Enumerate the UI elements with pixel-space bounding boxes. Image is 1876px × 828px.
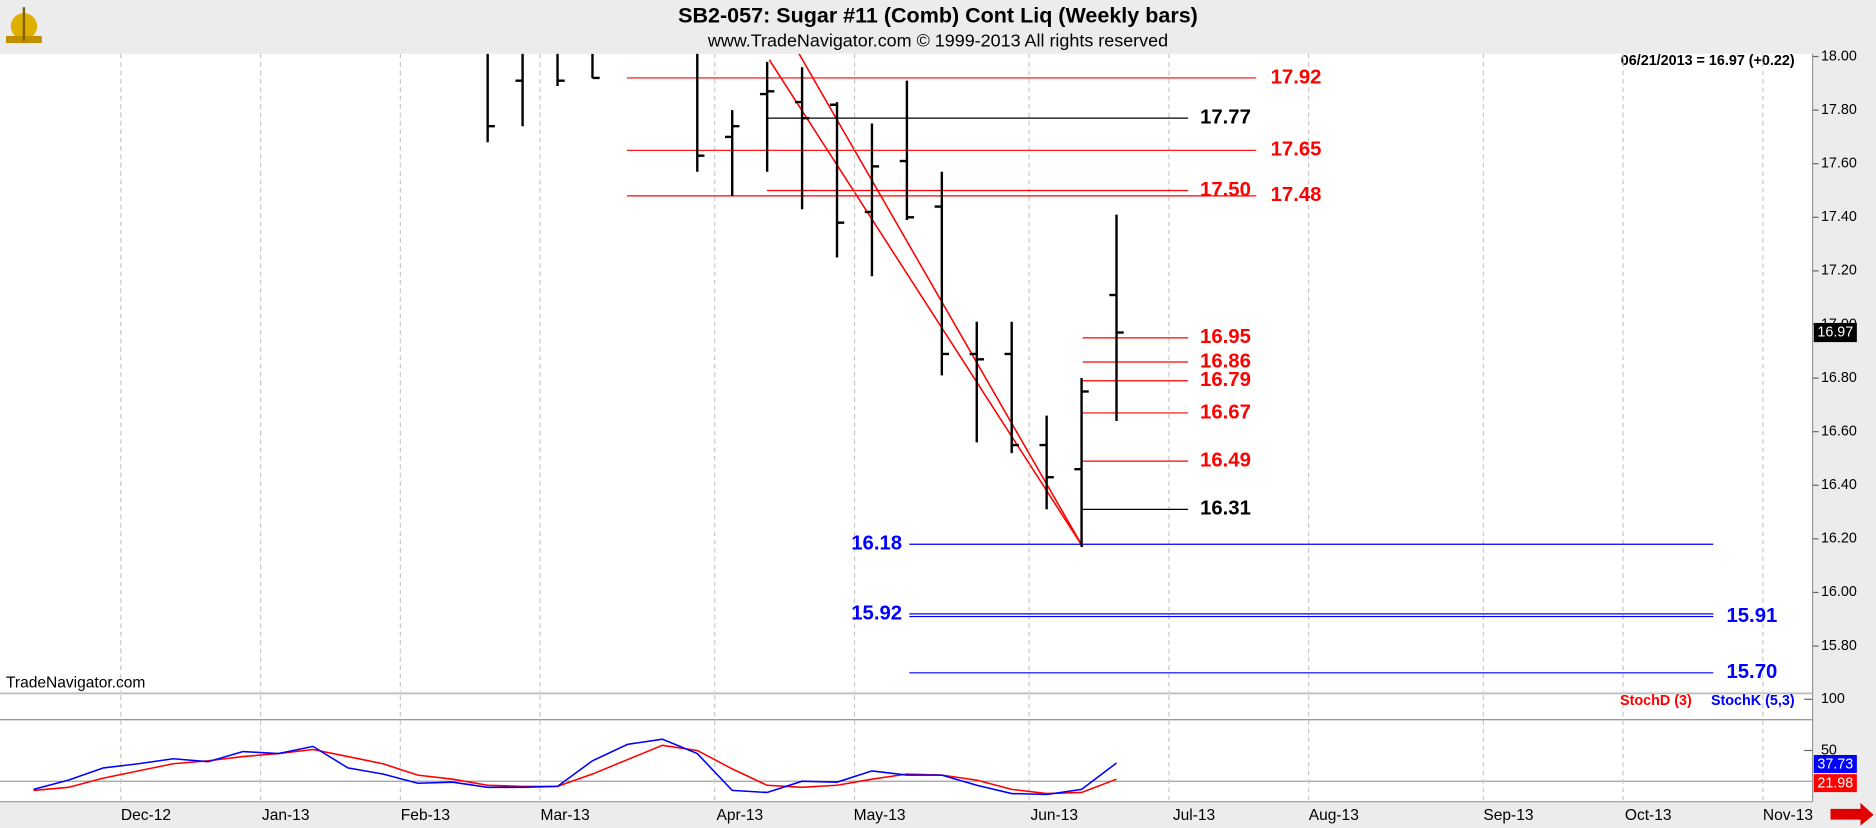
y-tick-label: 50: [1821, 742, 1837, 758]
level-label: 17.48: [1271, 184, 1322, 206]
level-label: 16.67: [1200, 401, 1251, 423]
level-label: 16.31: [1200, 498, 1251, 520]
x-tick-label: Mar-13: [541, 807, 590, 824]
level-label: 17.50: [1200, 179, 1251, 201]
y-tick-label: 16.00: [1821, 584, 1857, 600]
y-tick-label: 16.80: [1821, 370, 1857, 386]
x-tick-label: Jul-13: [1173, 807, 1215, 824]
level-label: 16.18: [851, 533, 902, 555]
y-tick-label: 17.20: [1821, 263, 1857, 279]
x-tick-label: Oct-13: [1625, 807, 1672, 824]
trendlines: [768, 53, 1084, 548]
x-tick-label: May-13: [854, 807, 906, 824]
y-tick-label: 17.60: [1821, 156, 1857, 172]
level-label: 17.65: [1271, 139, 1322, 161]
x-tick-label: Aug-13: [1309, 807, 1359, 824]
price-box: [1813, 322, 1857, 343]
level-label: 15.91: [1726, 605, 1777, 627]
level-label: 16.79: [1200, 369, 1251, 391]
y-tick-label: 17.40: [1821, 209, 1857, 225]
legend-entry: StochD (3): [1620, 693, 1692, 709]
x-tick-label: Sep-13: [1483, 807, 1533, 824]
y-tick-label: 100: [1821, 691, 1845, 707]
y-tick-label: 17.80: [1821, 102, 1857, 118]
level-label: 15.70: [1726, 661, 1777, 683]
y-tick-label: 16.40: [1821, 477, 1857, 493]
x-tick-label: Apr-13: [717, 807, 764, 824]
level-label: 17.77: [1200, 107, 1251, 129]
price-bars: [486, 53, 1124, 547]
x-tick-label: Nov-13: [1763, 807, 1813, 824]
level-label: 16.49: [1200, 450, 1251, 472]
subtitle: www.TradeNavigator.com © 1999-2013 All r…: [707, 31, 1168, 51]
x-tick-label: Jan-13: [262, 807, 310, 824]
level-label: 16.95: [1200, 326, 1251, 348]
x-tick-label: Feb-13: [401, 807, 450, 824]
level-label: 15.92: [851, 602, 902, 624]
value-box-label: 21.98: [1817, 776, 1853, 792]
level-label: 16.86: [1200, 350, 1251, 372]
y-tick-label: 16.60: [1821, 423, 1857, 439]
value-box: [1813, 774, 1857, 793]
y-tick-label: 18.00: [1821, 48, 1857, 64]
y-tick-label: 16.20: [1821, 531, 1857, 547]
stoch-line: [33, 738, 1117, 796]
stoch-panel: [0, 695, 1813, 802]
last-quote: 06/21/2013 = 16.97 (+0.22): [1621, 53, 1795, 69]
price-box-label: 16.97: [1817, 324, 1853, 340]
y-tick-label: 15.80: [1821, 638, 1857, 654]
logo: [5, 7, 42, 44]
value-box-label: 37.73: [1817, 756, 1853, 772]
x-tick-label: Dec-12: [121, 807, 171, 824]
legend-entry: StochK (5,3): [1711, 693, 1795, 709]
title: SB2-057: Sugar #11 (Comb) Cont Liq (Week…: [678, 3, 1198, 27]
watermark: TradeNavigator.com: [6, 674, 145, 691]
level-label: 17.92: [1271, 66, 1322, 88]
x-tick-label: Jun-13: [1031, 807, 1079, 824]
value-box: [1813, 755, 1857, 773]
scroll-arrow: [1830, 802, 1874, 826]
